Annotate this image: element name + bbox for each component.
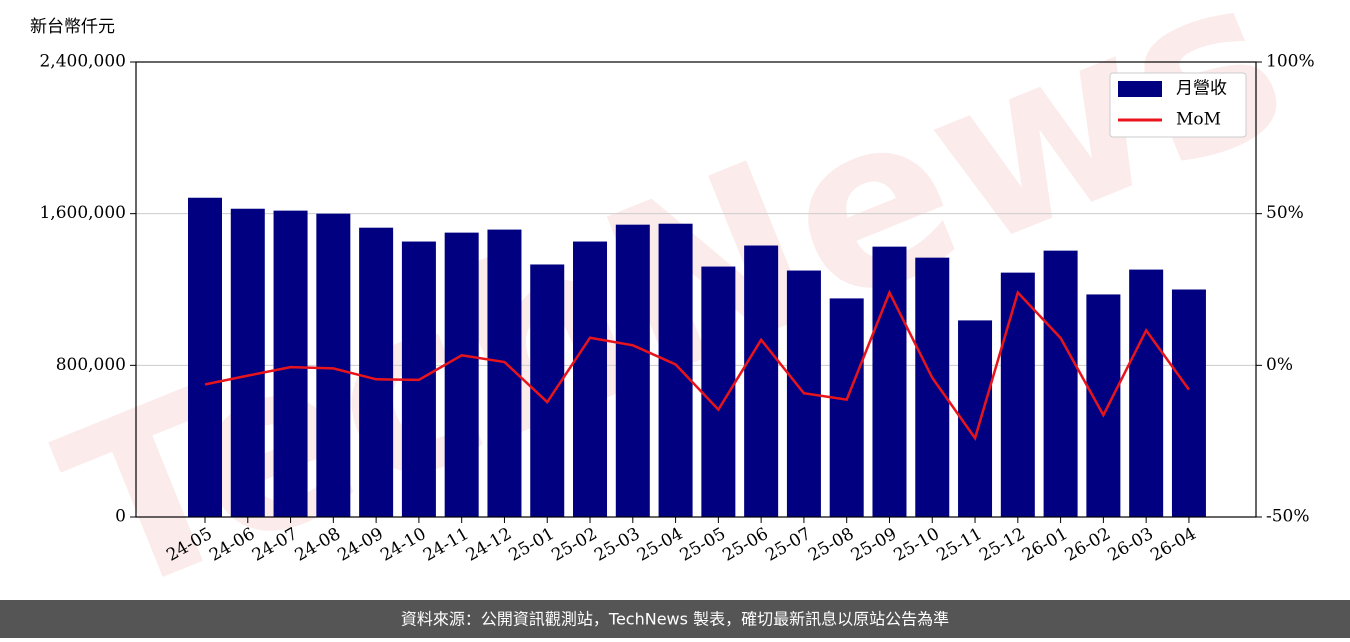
legend-label: 月營收 bbox=[1176, 79, 1227, 99]
bar bbox=[230, 208, 265, 518]
footer-text: 資料來源：公開資訊觀測站，TechNews 製表，確切最新訊息以原站公告為準 bbox=[401, 610, 949, 629]
bar bbox=[615, 224, 650, 517]
bar bbox=[1129, 269, 1164, 517]
footer-bar bbox=[0, 600, 1350, 638]
bar bbox=[359, 227, 394, 517]
y-tick-label: 1,600,000 bbox=[39, 203, 126, 223]
line bbox=[204, 289, 1190, 441]
bar bbox=[658, 223, 693, 517]
bar bbox=[829, 298, 864, 517]
y-tick-label: 2,400,000 bbox=[39, 52, 126, 72]
bar bbox=[188, 197, 222, 517]
bar bbox=[1000, 272, 1035, 517]
bar bbox=[872, 246, 907, 517]
y-tick-label: 800,000 bbox=[56, 355, 126, 375]
y-tick-label: 0 bbox=[115, 507, 126, 527]
bar bbox=[273, 210, 308, 517]
y-axis-label: 新台幣仟元 bbox=[30, 17, 115, 37]
bar bbox=[1086, 294, 1121, 517]
bar bbox=[915, 257, 950, 517]
bar bbox=[1043, 250, 1078, 517]
plot-frame bbox=[135, 61, 1257, 518]
y2-tick-label: 0% bbox=[1266, 355, 1293, 375]
bar bbox=[958, 320, 993, 517]
legend-swatch bbox=[1118, 81, 1162, 97]
bar bbox=[573, 241, 608, 518]
y2-tick-label: 100% bbox=[1266, 52, 1315, 72]
bar bbox=[316, 213, 351, 517]
bar bbox=[444, 232, 479, 517]
y2-tick-label: 50% bbox=[1266, 203, 1304, 223]
y2-tick-label: -50% bbox=[1266, 507, 1310, 527]
legend-label: MoM bbox=[1176, 110, 1221, 130]
bar bbox=[744, 245, 779, 517]
bar bbox=[1171, 289, 1206, 517]
